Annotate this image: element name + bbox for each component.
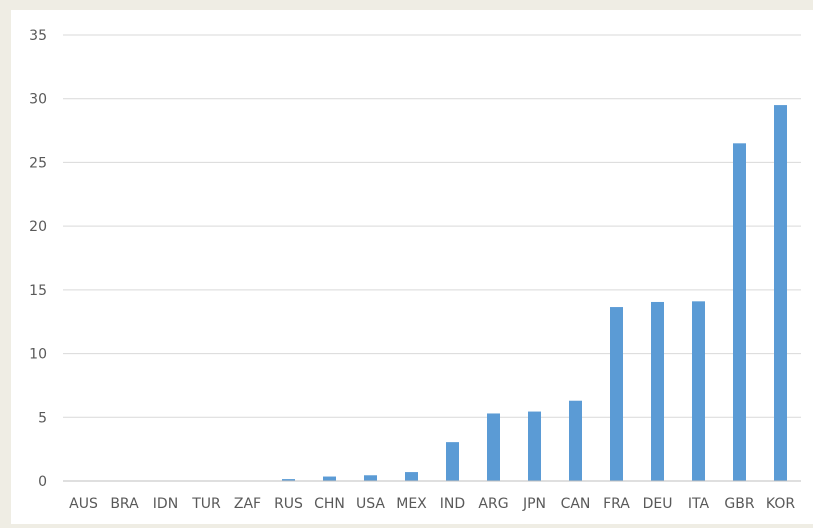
bar-chn — [323, 477, 336, 481]
x-tick-label: IND — [440, 496, 465, 512]
x-tick-label: IDN — [153, 496, 178, 512]
x-tick-label: GBR — [724, 496, 754, 512]
bar-arg — [487, 413, 500, 481]
x-tick-label: DEU — [643, 496, 673, 512]
x-tick-label: RUS — [274, 496, 303, 512]
x-tick-label: ZAF — [234, 496, 261, 512]
x-tick-label: ARG — [478, 496, 508, 512]
y-tick-label: 0 — [38, 474, 47, 490]
gridlines — [63, 35, 801, 417]
x-tick-label: CAN — [561, 496, 591, 512]
x-axis-tick-labels: AUS BRA IDN TUR ZAF RUS CHN USA MEX IND ARG JPN CAN F… — [69, 496, 795, 512]
x-tick-label: CHN — [314, 496, 345, 512]
bar-ita — [692, 301, 705, 481]
y-tick-label: 35 — [29, 28, 47, 44]
bar-mex — [405, 472, 418, 481]
y-axis-tick-labels: 0 5 10 15 20 25 30 35 — [29, 28, 47, 490]
y-tick-label: 25 — [29, 155, 47, 171]
bar-kor — [774, 105, 787, 481]
bars — [241, 105, 787, 481]
bar-can — [569, 401, 582, 481]
x-tick-label: KOR — [766, 496, 795, 512]
bar-jpn — [528, 412, 541, 481]
x-tick-label: MEX — [396, 496, 427, 512]
bar-fra — [610, 307, 623, 481]
bar-chart: 0 5 10 15 20 25 30 35 AUS BRA IDN TUR ZAF RUS CHN USA M… — [11, 10, 813, 524]
y-tick-label: 30 — [29, 92, 47, 108]
y-tick-label: 5 — [38, 410, 47, 426]
bar-ind — [446, 442, 459, 481]
bar-usa — [364, 475, 377, 481]
x-tick-label: USA — [356, 496, 385, 512]
y-tick-label: 15 — [29, 283, 47, 299]
x-tick-label: BRA — [110, 496, 139, 512]
x-tick-label: AUS — [69, 496, 98, 512]
x-tick-label: JPN — [522, 496, 546, 512]
x-tick-label: FRA — [603, 496, 630, 512]
y-tick-label: 10 — [29, 347, 47, 363]
bar-gbr — [733, 143, 746, 481]
chart-area: 0 5 10 15 20 25 30 35 AUS BRA IDN TUR ZAF RUS CHN USA M… — [11, 10, 813, 524]
bar-deu — [651, 302, 664, 481]
x-tick-label: TUR — [191, 496, 221, 512]
x-tick-label: ITA — [688, 496, 710, 512]
y-tick-label: 20 — [29, 219, 47, 235]
